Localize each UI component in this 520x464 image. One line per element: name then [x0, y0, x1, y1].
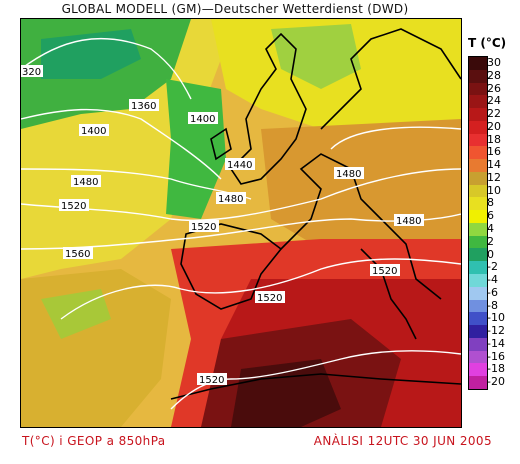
legend-tick-label: -18 [487, 362, 505, 376]
contour-label: 1560 [65, 249, 90, 260]
field-darkest [231, 359, 341, 427]
contour-label: 1520 [199, 375, 224, 386]
legend-tick-label: -6 [487, 285, 498, 299]
legend-tick-label: 22 [487, 107, 501, 121]
legend-tick-label: 14 [487, 158, 501, 172]
legend-swatch [469, 95, 487, 109]
legend-swatch [469, 133, 487, 147]
legend-tick-label: 16 [487, 145, 501, 159]
color-legend [468, 56, 488, 390]
legend-swatch [469, 210, 487, 223]
legend-tick-label: 8 [487, 196, 494, 210]
footer-timestamp: ANÀLISI 12UTC 30 JUN 2005 [313, 434, 492, 448]
contour-label: 1440 [227, 160, 252, 171]
legend-swatch [469, 248, 487, 262]
legend-tick-label: 28 [487, 68, 501, 82]
contour-labels: 320 1360 1400 1400 1440 1480 1480 1480 1… [21, 65, 424, 386]
legend-swatch [469, 325, 487, 338]
legend-swatch [469, 120, 487, 134]
legend-tick-label: -20 [487, 375, 505, 389]
legend-tick-label: -10 [487, 311, 505, 325]
legend-swatch [469, 146, 487, 160]
legend-tick-label: -2 [487, 260, 498, 274]
map-canvas: 320 1360 1400 1400 1440 1480 1480 1480 1… [21, 19, 461, 427]
coastlines [170, 28, 461, 400]
legend-title: T (°C) [468, 36, 507, 50]
field-teal [41, 29, 141, 79]
legend-tick-label: -14 [487, 336, 505, 350]
contour-label: 1480 [336, 169, 361, 180]
legend-tick-label: 4 [487, 222, 494, 235]
legend-swatch [469, 350, 487, 364]
contour-label: 320 [22, 67, 41, 78]
field-green-north [271, 24, 361, 89]
legend-tick-label: 0 [487, 247, 494, 261]
contour-label: 1520 [191, 222, 216, 233]
contour-label: 1480 [73, 177, 98, 188]
legend-tick-label: 20 [487, 119, 501, 133]
legend-swatch [469, 108, 487, 121]
contour-label: 1520 [61, 201, 86, 212]
contour-label: 1520 [257, 293, 282, 304]
legend-swatch [469, 82, 487, 96]
legend-swatch [469, 159, 487, 172]
legend-swatch [469, 274, 487, 287]
legend-swatch [469, 184, 487, 198]
legend-tick-label: -8 [487, 298, 498, 312]
legend-tick-label: 6 [487, 209, 494, 223]
legend-swatch [469, 299, 487, 313]
legend-tick-label: -16 [487, 349, 505, 363]
weather-map: 320 1360 1400 1400 1440 1480 1480 1480 1… [20, 18, 462, 428]
legend-tick-label: 26 [487, 81, 501, 95]
contour-label: 1480 [218, 194, 243, 205]
legend-swatch [469, 197, 487, 211]
legend-swatch [469, 235, 487, 249]
legend-swatch [469, 312, 487, 326]
contour-label: 1360 [131, 101, 156, 112]
legend-swatch [469, 337, 487, 351]
legend-swatch [469, 69, 487, 83]
legend-tick-label: 30 [487, 56, 501, 69]
legend-tick-label: -4 [487, 273, 498, 287]
legend-swatch [469, 171, 487, 185]
legend-tick-label: 24 [487, 94, 501, 108]
legend-tick-label: 10 [487, 183, 501, 197]
contour-label: 1480 [396, 216, 421, 227]
footer-variable: T(°C) i GEOP a 850hPa [22, 434, 166, 448]
legend-swatch [469, 261, 487, 275]
legend-swatch [469, 363, 487, 377]
legend-tick-label: -12 [487, 324, 505, 338]
map-footer: T(°C) i GEOP a 850hPa ANÀLISI 12UTC 30 J… [22, 434, 492, 448]
legend-tick-label: 12 [487, 170, 501, 184]
legend-swatch [469, 57, 487, 70]
legend-tick-label: 18 [487, 132, 501, 146]
map-title: GLOBAL MODELL (GM)—Deutscher Wetterdiens… [61, 2, 409, 16]
legend-swatch [469, 376, 487, 389]
contour-label: 1400 [81, 126, 106, 137]
legend-tick-label: 2 [487, 234, 494, 248]
contour-label: 1400 [190, 114, 215, 125]
contour-label: 1520 [372, 266, 397, 277]
field-green-sw [41, 289, 111, 339]
legend-swatch [469, 222, 487, 236]
legend-swatch [469, 286, 487, 300]
